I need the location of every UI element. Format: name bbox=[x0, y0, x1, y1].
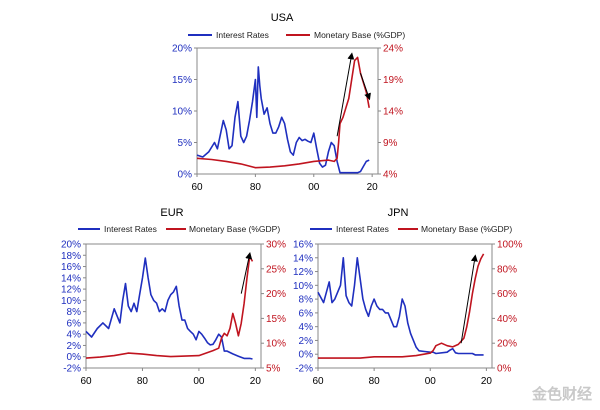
eur-x-tick-label: 20 bbox=[250, 376, 262, 387]
usa-x-tick-label: 80 bbox=[250, 182, 262, 193]
usa-right-tick-label: 4% bbox=[383, 170, 398, 181]
usa-left-tick-label: 10% bbox=[172, 107, 192, 118]
jpn-left-tick-label: -2% bbox=[295, 364, 313, 375]
eur-right-tick-label: 15% bbox=[266, 314, 286, 325]
jpn-left-tick-label: 8% bbox=[299, 295, 314, 306]
eur-right-tick-label: 10% bbox=[266, 339, 286, 350]
watermark-logo: 金色财经 bbox=[531, 385, 592, 403]
eur-left-tick-label: -2% bbox=[63, 364, 81, 375]
usa-left-tick-label: 0% bbox=[178, 170, 193, 181]
eur-legend-rates-label: Interest Rates bbox=[104, 224, 157, 234]
usa-legend-base-label: Monetary Base (%GDP) bbox=[314, 30, 405, 40]
jpn-x-tick-label: 80 bbox=[369, 376, 381, 387]
eur-right-tick-label: 30% bbox=[266, 240, 286, 251]
jpn-left-tick-label: 2% bbox=[299, 336, 314, 347]
jpn-trend-arrow bbox=[460, 254, 478, 344]
eur-plot-frame bbox=[85, 243, 262, 369]
usa-interest-rates-line bbox=[196, 66, 370, 174]
usa-x-tick-label: 00 bbox=[308, 182, 320, 193]
jpn-legend-rates-label: Interest Rates bbox=[336, 224, 389, 234]
jpn-left-tick-label: 6% bbox=[299, 308, 314, 319]
jpn-left-tick-label: 14% bbox=[293, 253, 313, 264]
jpn-left-tick-label: 12% bbox=[293, 267, 313, 278]
jpn-x-tick-label: 60 bbox=[312, 376, 324, 387]
jpn-left-tick-label: 10% bbox=[293, 281, 313, 292]
eur-right-tick-label: 25% bbox=[266, 264, 286, 275]
usa-left-tick-label: 15% bbox=[172, 75, 192, 86]
jpn-plot-frame bbox=[317, 243, 493, 369]
jpn-right-tick-label: 20% bbox=[497, 339, 517, 350]
usa-right-tick-label: 9% bbox=[383, 138, 398, 149]
jpn-plot: -2% 0% 2% 4% 6% 8% 10% 12% 14% 16% 0% 20% 40% 60% 80% 1… bbox=[293, 240, 523, 388]
eur-trend-arrow bbox=[240, 251, 253, 294]
usa-left-tick-label: 5% bbox=[178, 138, 193, 149]
jpn-left-tick-label: 4% bbox=[299, 322, 314, 333]
jpn-right-tick-label: 0% bbox=[497, 364, 512, 375]
eur-panel: EUR Interest Rates Monetary Base (%GDP) … bbox=[61, 207, 286, 387]
eur-legend: Interest Rates Monetary Base (%GDP) bbox=[78, 224, 280, 234]
usa-left-tick-label: 20% bbox=[172, 44, 192, 55]
jpn-interest-rates-line bbox=[317, 256, 484, 356]
eur-left-tick-label: 16% bbox=[61, 262, 81, 273]
eur-left-tick-label: 8% bbox=[67, 307, 82, 318]
jpn-left-tick-label: 16% bbox=[293, 240, 313, 251]
usa-monetary-base-line bbox=[196, 56, 370, 169]
eur-left-tick-label: 10% bbox=[61, 296, 81, 307]
eur-left-tick-label: 0% bbox=[67, 352, 82, 363]
eur-left-tick-label: 2% bbox=[67, 341, 82, 352]
jpn-legend: Interest Rates Monetary Base (%GDP) bbox=[310, 224, 512, 234]
eur-left-tick-label: 14% bbox=[61, 273, 81, 284]
eur-title: EUR bbox=[160, 207, 183, 219]
jpn-x-tick-label: 00 bbox=[425, 376, 437, 387]
eur-monetary-base-line bbox=[85, 255, 254, 359]
jpn-left-tick-label: 0% bbox=[299, 350, 314, 361]
usa-right-tick-label: 24% bbox=[383, 44, 403, 55]
jpn-right-tick-label: 60% bbox=[497, 289, 517, 300]
jpn-right-tick-label: 100% bbox=[497, 240, 523, 251]
usa-right-tick-label: 14% bbox=[383, 107, 403, 118]
eur-right-tick-label: 5% bbox=[266, 364, 281, 375]
eur-left-tick-label: 18% bbox=[61, 251, 81, 262]
usa-right-tick-label: 19% bbox=[383, 75, 403, 86]
usa-legend: Interest Rates Monetary Base (%GDP) bbox=[188, 30, 405, 40]
eur-left-tick-label: 6% bbox=[67, 318, 82, 329]
jpn-legend-base-label: Monetary Base (%GDP) bbox=[421, 224, 512, 234]
eur-plot: -2%0%2%4%6%8%10%12%14%16%18%20%5%10%15%2… bbox=[61, 240, 286, 388]
eur-left-tick-label: 20% bbox=[61, 240, 81, 251]
usa-trend-arrow bbox=[336, 52, 355, 137]
jpn-right-tick-label: 40% bbox=[497, 314, 517, 325]
usa-trend-arrow bbox=[360, 73, 371, 101]
eur-legend-base-label: Monetary Base (%GDP) bbox=[189, 224, 280, 234]
eur-x-tick-label: 80 bbox=[137, 376, 149, 387]
eur-left-tick-label: 12% bbox=[61, 285, 81, 296]
jpn-panel: JPN Interest Rates Monetary Base (%GDP) … bbox=[293, 207, 523, 387]
usa-title: USA bbox=[271, 12, 294, 24]
jpn-x-tick-label: 20 bbox=[481, 376, 493, 387]
usa-plot: 0% 5% 10% 15% 20% 4% 9% 14% 19% 24% 60 80 00 20 bbox=[172, 44, 403, 194]
eur-left-tick-label: 4% bbox=[67, 330, 82, 341]
jpn-monetary-base-line bbox=[318, 253, 485, 359]
jpn-right-tick-label: 80% bbox=[497, 264, 517, 275]
usa-panel: USA Interest Rates Monetary Base (%GDP) … bbox=[172, 12, 405, 193]
usa-x-tick-label: 20 bbox=[367, 182, 379, 193]
usa-x-tick-label: 60 bbox=[191, 182, 203, 193]
eur-interest-rates-line bbox=[85, 257, 253, 360]
eur-x-tick-label: 00 bbox=[193, 376, 205, 387]
jpn-title: JPN bbox=[388, 207, 409, 219]
eur-right-tick-label: 20% bbox=[266, 289, 286, 300]
eur-x-tick-label: 60 bbox=[80, 376, 92, 387]
usa-plot-frame bbox=[196, 47, 379, 175]
usa-legend-rates-label: Interest Rates bbox=[216, 30, 269, 40]
